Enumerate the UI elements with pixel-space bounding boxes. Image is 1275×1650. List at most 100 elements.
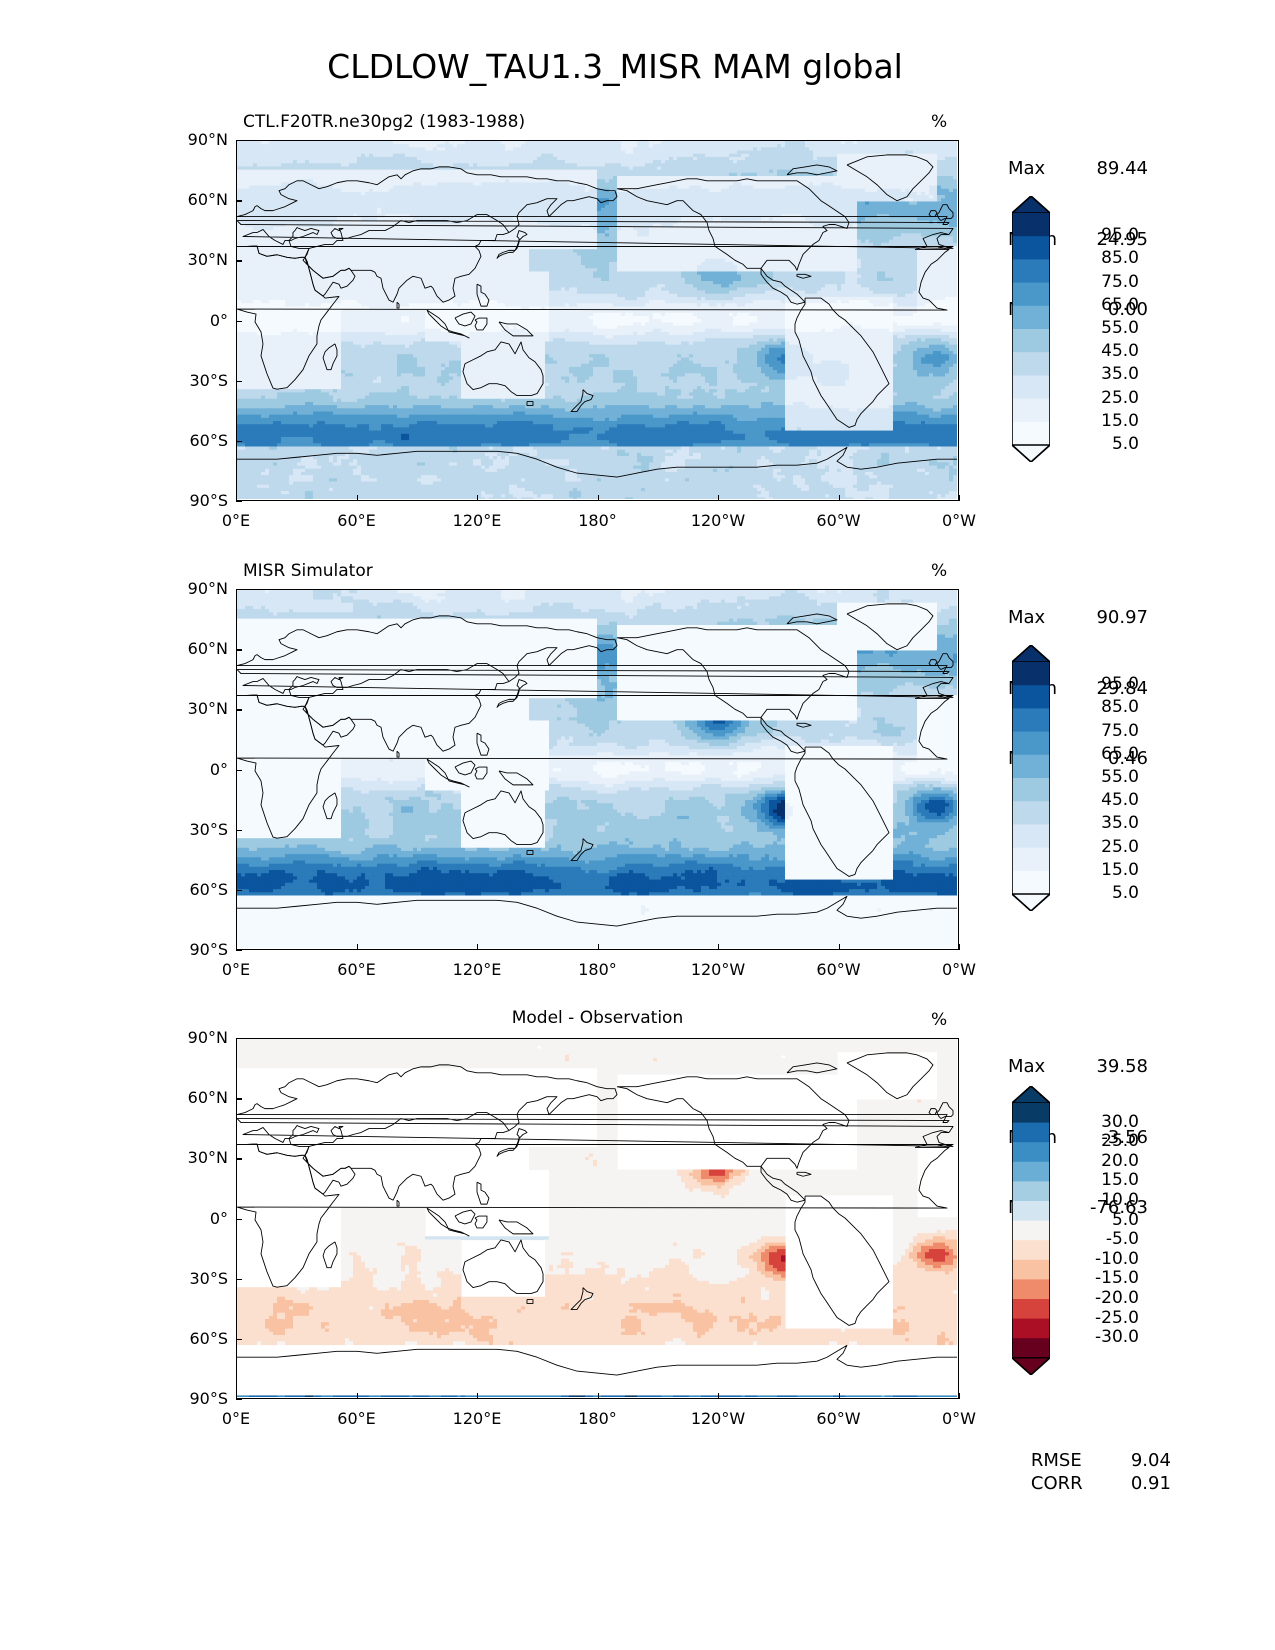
colorbar-tick-label: -10.0 xyxy=(1059,1249,1139,1269)
y-axis-label: 60°S xyxy=(166,880,228,899)
colorbar-tick-label: 15.0 xyxy=(1059,411,1139,431)
colorbar-swatches xyxy=(1012,196,1050,462)
x-axis-label: 60°W xyxy=(794,960,884,979)
colorbar-tick-label: 15.0 xyxy=(1059,860,1139,880)
skill-label: RMSE xyxy=(1031,1449,1097,1473)
y-axis-label: 0° xyxy=(166,760,228,779)
x-axis-tick xyxy=(959,1393,961,1399)
colorbar-tick-label: 15.0 xyxy=(1059,1170,1139,1190)
x-axis-tick xyxy=(477,1393,479,1399)
colorbar-tick-label: 55.0 xyxy=(1059,318,1139,338)
x-axis-tick xyxy=(356,495,358,501)
x-axis-tick xyxy=(236,944,238,950)
x-axis-label: 120°E xyxy=(432,1409,522,1428)
panel-difference-unit: % xyxy=(931,1010,947,1030)
x-axis-tick xyxy=(597,944,599,950)
x-axis-label: 60°E xyxy=(312,1409,402,1428)
y-axis-tick xyxy=(236,440,242,443)
y-axis-label: 90°N xyxy=(166,130,228,149)
skill-value: 0.91 xyxy=(1097,1472,1171,1496)
colorbar-difference-labels: 30.0 25.0 20.0 15.0 10.0 5.0 -5.0 -10.0 -15.0 -20… xyxy=(1059,1086,1154,1386)
x-axis-tick xyxy=(597,1393,599,1399)
panel-control-title: CTL.F20TR.ne30pg2 (1983-1988) xyxy=(243,112,525,132)
x-axis-label: 0°E xyxy=(191,511,281,530)
x-axis-label: 180° xyxy=(553,511,643,530)
x-axis-label: 60°E xyxy=(312,960,402,979)
y-axis-tick xyxy=(236,769,242,771)
y-axis-tick xyxy=(236,1038,242,1040)
y-axis-tick xyxy=(236,320,242,322)
skill-label: CORR xyxy=(1031,1472,1097,1496)
panel-simulator-unit: % xyxy=(931,561,947,581)
colorbar-tick-label: 25.0 xyxy=(1059,837,1139,857)
y-axis-label: 0° xyxy=(166,1209,228,1228)
colorbar-control xyxy=(1012,196,1050,462)
x-axis-label: 0°W xyxy=(914,1409,1004,1428)
panel-simulator-title: MISR Simulator xyxy=(243,561,373,581)
colorbar-tick-label: 5.0 xyxy=(1059,883,1139,903)
y-axis-tick xyxy=(236,260,242,262)
y-axis-tick xyxy=(236,889,242,892)
x-axis-tick xyxy=(718,944,720,950)
x-axis-label: 60°W xyxy=(794,1409,884,1428)
colorbar-tick-label: -20.0 xyxy=(1059,1288,1139,1308)
colorbar-tick-label: 95.0 xyxy=(1059,674,1139,694)
colorbar-tick-label: 10.0 xyxy=(1059,1190,1139,1210)
stat-value: 90.97 xyxy=(1074,606,1148,630)
colorbar-tick-label: 55.0 xyxy=(1059,767,1139,787)
stat-value: 39.58 xyxy=(1074,1055,1148,1079)
map-field xyxy=(237,1039,957,1397)
y-axis-tick xyxy=(236,1278,242,1281)
y-axis-tick xyxy=(236,829,242,832)
colorbar-tick-label: 35.0 xyxy=(1059,364,1139,384)
y-axis-tick xyxy=(236,709,242,711)
colorbar-tick-label: 75.0 xyxy=(1059,721,1139,741)
y-axis-tick xyxy=(236,501,242,503)
colorbar-tick-label: 20.0 xyxy=(1059,1151,1139,1171)
map-difference[interactable] xyxy=(236,1038,959,1399)
x-axis-tick xyxy=(838,944,840,950)
x-axis-label: 0°E xyxy=(191,1409,281,1428)
y-axis-label: 90°N xyxy=(166,579,228,598)
x-axis-tick xyxy=(838,495,840,501)
colorbar-tick-label: -5.0 xyxy=(1059,1229,1139,1249)
colorbar-tick-label: 30.0 xyxy=(1059,1112,1139,1132)
x-axis-tick xyxy=(718,495,720,501)
y-axis-label: 60°N xyxy=(166,639,228,658)
x-axis-tick xyxy=(477,495,479,501)
x-axis-tick xyxy=(597,495,599,501)
skill-value: 9.04 xyxy=(1097,1449,1171,1473)
y-axis-label: 90°N xyxy=(166,1028,228,1047)
y-axis-tick xyxy=(236,1098,242,1100)
stat-label: Max xyxy=(1008,1055,1074,1079)
x-axis-label: 0°W xyxy=(914,511,1004,530)
skill-scores: RMSE 9.04 CORR 0.91 xyxy=(1008,1425,1171,1519)
y-axis-tick xyxy=(236,140,242,142)
colorbar-tick-label: -30.0 xyxy=(1059,1327,1139,1347)
map-control[interactable] xyxy=(236,140,959,501)
x-axis-label: 120°E xyxy=(432,960,522,979)
map-simulator[interactable] xyxy=(236,589,959,950)
y-axis-label: 30°N xyxy=(166,1148,228,1167)
x-axis-label: 180° xyxy=(553,1409,643,1428)
colorbar-tick-label: 95.0 xyxy=(1059,225,1139,245)
y-axis-label: 30°N xyxy=(166,250,228,269)
y-axis-tick xyxy=(236,1158,242,1160)
stat-value: 89.44 xyxy=(1074,157,1148,181)
panel-difference-title: Model - Observation xyxy=(236,1008,959,1028)
y-axis-label: 0° xyxy=(166,311,228,330)
y-axis-tick xyxy=(236,649,242,651)
y-axis-label: 90°S xyxy=(166,491,228,510)
x-axis-label: 0°W xyxy=(914,960,1004,979)
x-axis-label: 120°W xyxy=(673,1409,763,1428)
colorbar-simulator-labels: 95.0 85.0 75.0 65.0 55.0 45.0 35.0 25.0 15.0 5.0 xyxy=(1059,645,1149,905)
y-axis-label: 90°S xyxy=(166,1389,228,1408)
colorbar-tick-label: 5.0 xyxy=(1059,434,1139,454)
x-axis-tick xyxy=(477,944,479,950)
x-axis-tick xyxy=(718,1393,720,1399)
y-axis-label: 60°N xyxy=(166,190,228,209)
colorbar-tick-label: 85.0 xyxy=(1059,248,1139,268)
y-axis-label: 30°S xyxy=(166,820,228,839)
y-axis-tick xyxy=(236,950,242,952)
y-axis-tick xyxy=(236,589,242,591)
